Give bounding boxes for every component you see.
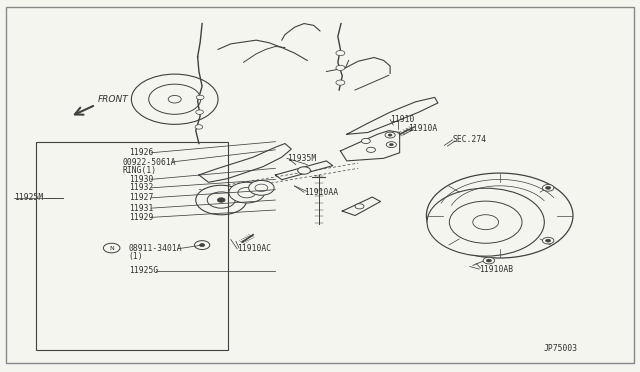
Text: 11925G: 11925G <box>129 266 158 275</box>
Polygon shape <box>342 197 381 215</box>
Text: N: N <box>109 246 114 250</box>
Circle shape <box>473 215 499 230</box>
Polygon shape <box>275 161 333 180</box>
Circle shape <box>207 192 236 208</box>
Circle shape <box>148 84 201 114</box>
Text: 00922-5061A: 00922-5061A <box>122 157 176 167</box>
Text: JP75003: JP75003 <box>543 344 577 353</box>
Circle shape <box>427 188 544 256</box>
Text: 11926: 11926 <box>129 148 153 157</box>
Polygon shape <box>340 131 399 161</box>
Text: SEC.274: SEC.274 <box>452 135 486 144</box>
Polygon shape <box>199 144 291 182</box>
Circle shape <box>483 257 495 264</box>
Circle shape <box>131 74 218 124</box>
Circle shape <box>542 237 554 244</box>
Circle shape <box>238 187 255 198</box>
Polygon shape <box>347 97 438 134</box>
Circle shape <box>486 259 492 262</box>
Text: RING(1): RING(1) <box>122 166 157 174</box>
Circle shape <box>542 185 554 191</box>
Circle shape <box>195 125 203 129</box>
Text: 11929: 11929 <box>129 213 153 222</box>
Circle shape <box>355 204 364 209</box>
Circle shape <box>545 186 550 189</box>
Circle shape <box>103 243 120 253</box>
Circle shape <box>248 180 274 195</box>
Circle shape <box>196 110 204 114</box>
Text: 11910AC: 11910AC <box>237 244 271 253</box>
Circle shape <box>390 144 394 146</box>
Text: 11910: 11910 <box>390 115 415 124</box>
Bar <box>36 142 228 350</box>
Text: 11925M: 11925M <box>14 193 44 202</box>
Circle shape <box>200 244 205 247</box>
Text: 11935M: 11935M <box>287 154 316 163</box>
Text: 11932: 11932 <box>129 183 153 192</box>
Text: 11910AA: 11910AA <box>304 188 338 197</box>
Circle shape <box>298 167 310 174</box>
Circle shape <box>229 182 264 203</box>
Circle shape <box>426 173 573 258</box>
Text: 11910AB: 11910AB <box>479 264 513 273</box>
Text: FRONT: FRONT <box>99 94 129 104</box>
Circle shape <box>387 142 396 148</box>
Circle shape <box>367 147 376 153</box>
Text: (1): (1) <box>129 251 143 261</box>
Circle shape <box>336 51 345 56</box>
Circle shape <box>388 134 392 136</box>
Circle shape <box>168 96 181 103</box>
Circle shape <box>449 201 522 243</box>
Circle shape <box>336 65 345 70</box>
Circle shape <box>195 241 210 250</box>
Circle shape <box>255 184 268 192</box>
Circle shape <box>385 132 395 138</box>
Text: 08911-3401A: 08911-3401A <box>129 244 182 253</box>
Circle shape <box>545 239 550 242</box>
Circle shape <box>336 80 345 85</box>
Text: 11910A: 11910A <box>408 124 437 133</box>
Circle shape <box>196 185 246 215</box>
Text: 11930: 11930 <box>129 175 153 184</box>
Text: 11927: 11927 <box>129 193 153 202</box>
Circle shape <box>362 138 371 144</box>
Circle shape <box>218 198 225 202</box>
Text: 11931: 11931 <box>129 203 153 213</box>
Circle shape <box>196 95 204 100</box>
